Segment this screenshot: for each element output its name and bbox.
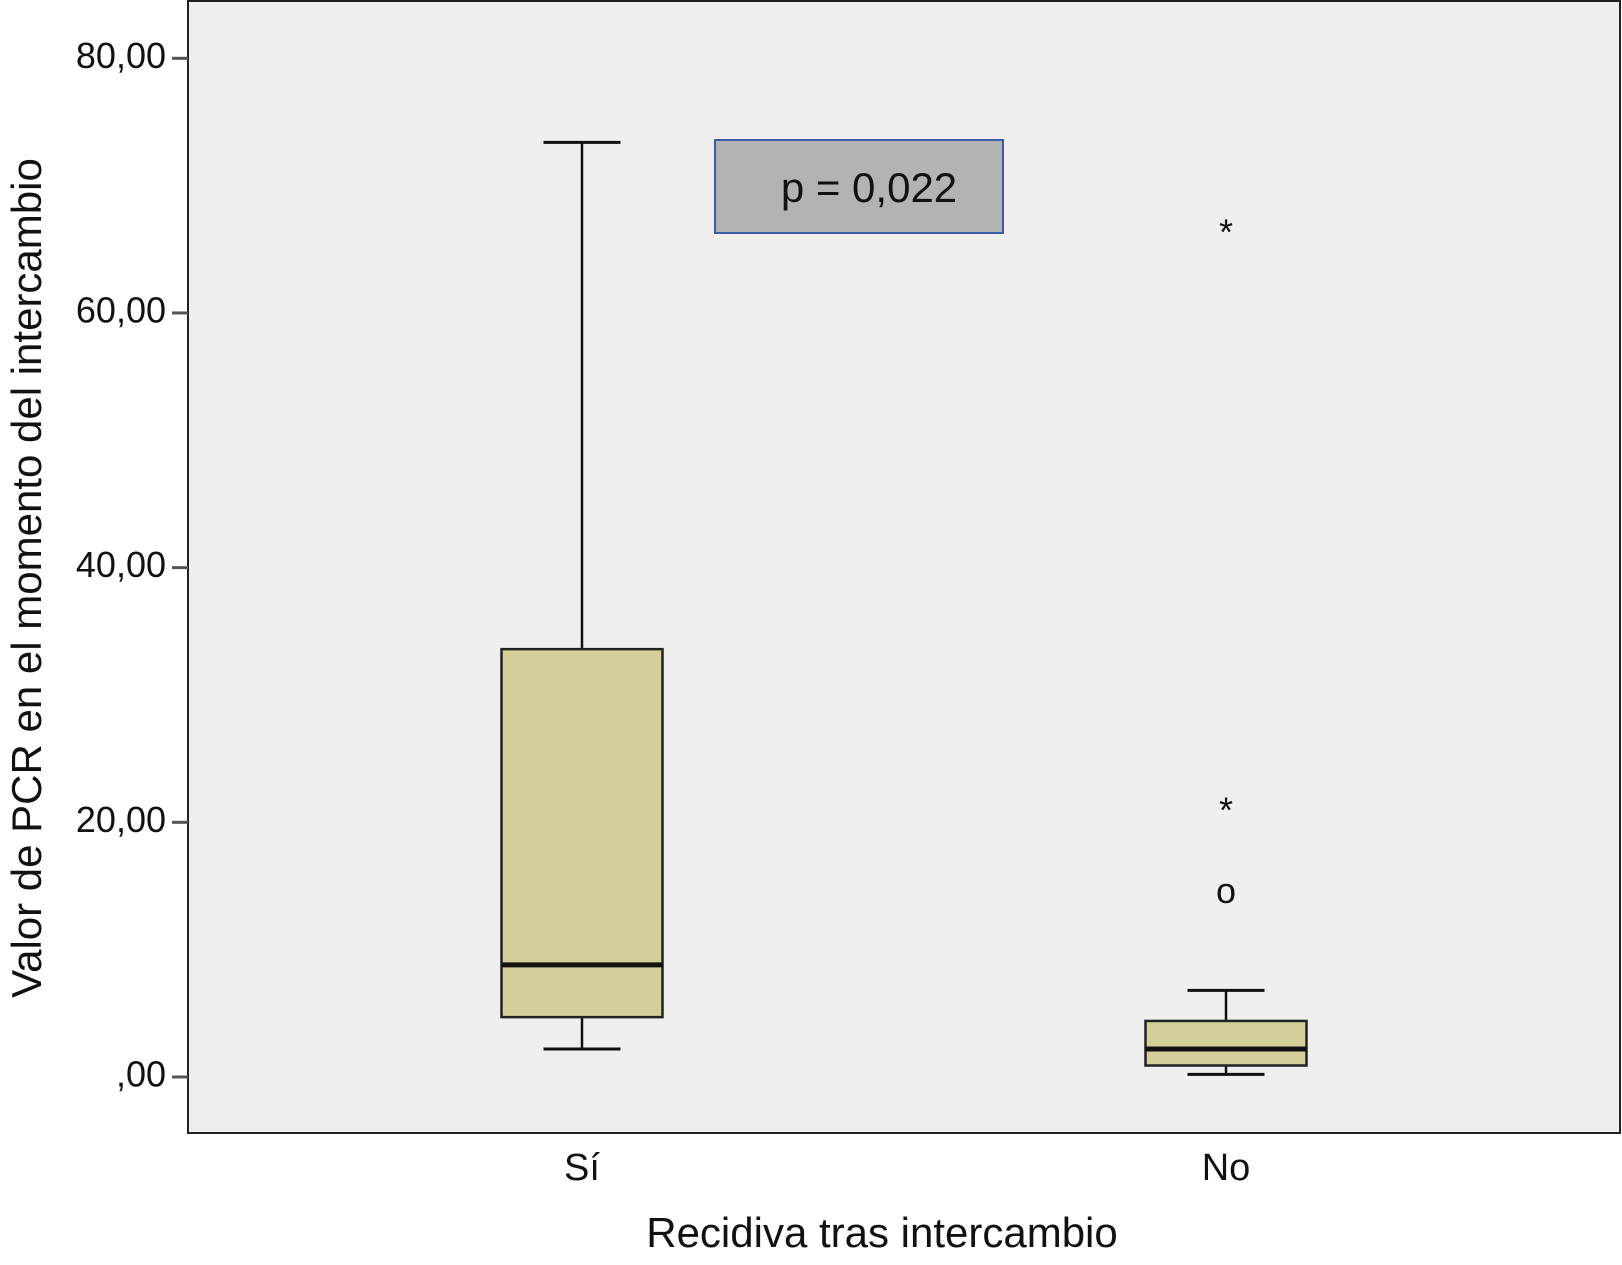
- outlier: *: [1219, 211, 1233, 252]
- annotation: p = 0,022: [781, 164, 957, 211]
- y-tick-label: ,00: [116, 1053, 166, 1094]
- x-tick-label: No: [1202, 1147, 1251, 1189]
- x-tick-label: Sí: [564, 1147, 600, 1189]
- y-tick-label: 80,00: [76, 35, 166, 76]
- annotation-box: [714, 139, 1004, 234]
- outlier: *: [1219, 790, 1233, 831]
- y-tick-label: 60,00: [76, 289, 166, 330]
- y-tick-label: 20,00: [76, 799, 166, 840]
- y-tick-label: 40,00: [76, 544, 166, 585]
- box: [1144, 1019, 1308, 1067]
- box: [500, 647, 664, 1019]
- outlier: o: [1216, 870, 1236, 911]
- y-axis-title: Valor de PCR en el momento del intercamb…: [3, 158, 50, 998]
- x-axis-title: Recidiva tras intercambio: [646, 1209, 1118, 1256]
